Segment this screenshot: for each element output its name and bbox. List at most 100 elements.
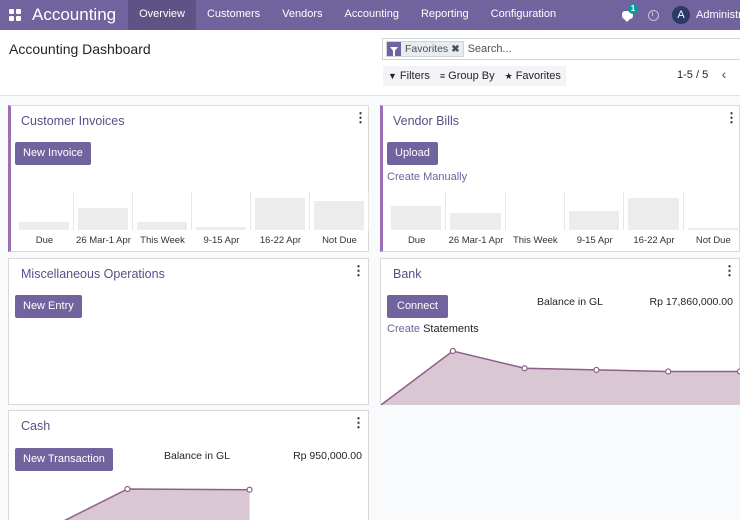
chart-bar[interactable] (628, 197, 679, 230)
vendor-bills-chart[interactable]: Due 26 Mar-1 Apr This Week 9-15 Apr 16-22 Ap… (387, 192, 740, 248)
bar-column[interactable] (387, 192, 447, 230)
filters-label: Filters (399, 70, 430, 82)
bar-column[interactable] (74, 192, 133, 230)
funnel-icon (387, 42, 401, 56)
customer-invoices-card: Customer Invoices ⋮ New Invoice Due 26 Ma… (8, 105, 369, 252)
bar-column[interactable] (624, 192, 684, 230)
bar-column[interactable] (133, 192, 192, 230)
star-icon: ★ (504, 70, 513, 81)
kebab-icon[interactable]: ⋮ (723, 263, 736, 278)
area-fill (65, 489, 250, 520)
card-title[interactable]: Vendor Bills (393, 114, 460, 128)
bar-label: Not Due (322, 235, 357, 246)
connect-button[interactable]: Connect (387, 295, 448, 318)
kebab-icon[interactable]: ⋮ (352, 415, 365, 430)
funnel-icon: ▼ (388, 71, 397, 81)
area-chart-svg (63, 485, 253, 520)
bar-label: Due (407, 235, 426, 246)
bar-label: 16-22 Apr (633, 235, 675, 246)
chart-bar[interactable] (569, 211, 620, 230)
bar-column[interactable] (310, 192, 369, 230)
kebab-icon[interactable]: ⋮ (354, 110, 367, 125)
pager-value[interactable]: 1-5 / 5 (677, 69, 709, 81)
balance-value: Rp 17,860,000.00 (649, 296, 734, 308)
create-manually-link[interactable]: Create Manually (387, 171, 468, 183)
bar-column[interactable] (251, 192, 310, 230)
data-point[interactable] (124, 485, 131, 493)
create-statements-link[interactable]: Create Statements (387, 323, 479, 335)
create-link-label[interactable]: Create (387, 323, 421, 335)
chart-bar[interactable] (78, 207, 128, 230)
data-point[interactable] (246, 486, 253, 493)
chart-bar[interactable] (255, 197, 305, 230)
menu-reporting[interactable]: Reporting (420, 8, 469, 20)
favorites-button[interactable]: ★ Favorites (500, 66, 566, 86)
user-menu[interactable]: Administrator (696, 9, 740, 21)
bar-label: Not Due (695, 235, 731, 246)
area-line (380, 350, 740, 406)
bar-column[interactable] (15, 192, 74, 230)
data-point[interactable] (593, 366, 600, 373)
chart-bar[interactable] (391, 206, 442, 230)
bar-column[interactable] (192, 192, 251, 230)
area-fill (381, 351, 740, 405)
apps-grid-icon[interactable] (0, 0, 30, 30)
messages-count-badge: 1 (628, 4, 638, 14)
navbar-systray: 1 A Administrator (616, 0, 740, 30)
data-point[interactable] (665, 368, 672, 375)
bar-label: Due (35, 235, 54, 246)
menu-overview[interactable]: Overview (128, 0, 196, 30)
bar-label: 9-15 Apr (576, 235, 613, 246)
kebab-icon[interactable]: ⋮ (725, 110, 738, 125)
chart-bar[interactable] (687, 228, 738, 230)
new-invoice-button[interactable]: New Invoice (15, 142, 91, 165)
chart-bar[interactable] (314, 201, 364, 230)
filters-button[interactable]: ▼ Filters (383, 66, 435, 86)
app-brand[interactable]: Accounting (32, 5, 117, 24)
group-by-button[interactable]: ≡ Group By (435, 66, 500, 86)
customer-invoices-chart[interactable]: Due 26 Mar-1 Apr This Week 9-15 Apr 16-22 Ap… (15, 192, 369, 248)
menu-vendors[interactable]: Vendors (282, 8, 323, 20)
menu-configuration[interactable]: Configuration (490, 8, 557, 20)
chart-bar[interactable] (137, 221, 187, 230)
search-input[interactable] (467, 43, 718, 55)
avatar[interactable]: A (672, 6, 690, 24)
facet-remove-icon[interactable]: ✖ (451, 43, 460, 55)
card-title[interactable]: Miscellaneous Operations (21, 267, 165, 281)
chat-icon[interactable]: 1 (616, 0, 638, 30)
balance-value: Rp 950,000.00 (293, 450, 362, 462)
kebab-icon[interactable]: ⋮ (352, 263, 365, 278)
control-panel: Accounting Dashboard Favorites ✖ ▼ Filte… (0, 30, 740, 96)
search-box[interactable]: Favorites ✖ (382, 38, 740, 60)
bar-column[interactable] (506, 192, 565, 230)
bar-column[interactable] (446, 192, 506, 230)
card-title[interactable]: Cash (21, 419, 51, 433)
card-title[interactable]: Bank (393, 267, 422, 281)
balance-label: Balance in GL (537, 296, 603, 308)
data-point[interactable] (736, 368, 740, 375)
pager-previous-icon[interactable]: ‹ (721, 66, 727, 82)
data-point[interactable] (449, 347, 456, 355)
top-navbar: Accounting Overview Customers Vendors Ac… (0, 0, 740, 30)
balance-label: Balance in GL (164, 450, 230, 462)
new-transaction-button[interactable]: New Transaction (15, 448, 113, 471)
bar-column[interactable] (684, 192, 740, 230)
chart-bar[interactable] (450, 213, 501, 230)
upload-button[interactable]: Upload (387, 142, 438, 165)
menu-accounting[interactable]: Accounting (344, 8, 399, 20)
menu-customers[interactable]: Customers (206, 8, 261, 20)
search-options: ▼ Filters ≡ Group By ★ Favorites (383, 66, 566, 86)
favorites-label: Favorites (515, 70, 561, 82)
data-point[interactable] (521, 365, 528, 372)
new-entry-button[interactable]: New Entry (15, 295, 82, 318)
misc-operations-card: Miscellaneous Operations ⋮ New Entry (8, 258, 369, 405)
bank-card: Bank ⋮ Connect Balance in GL Rp 17,860,0… (380, 258, 740, 406)
chart-bar[interactable] (196, 226, 246, 230)
bar-label: 9-15 Apr (203, 235, 240, 246)
card-title[interactable]: Customer Invoices (21, 114, 125, 128)
bar-column[interactable] (565, 192, 625, 230)
clock-icon[interactable] (642, 0, 664, 30)
bank-balance-chart (380, 339, 740, 406)
chart-bar[interactable] (19, 221, 69, 230)
bar-label: 16-22 Apr (259, 235, 302, 246)
